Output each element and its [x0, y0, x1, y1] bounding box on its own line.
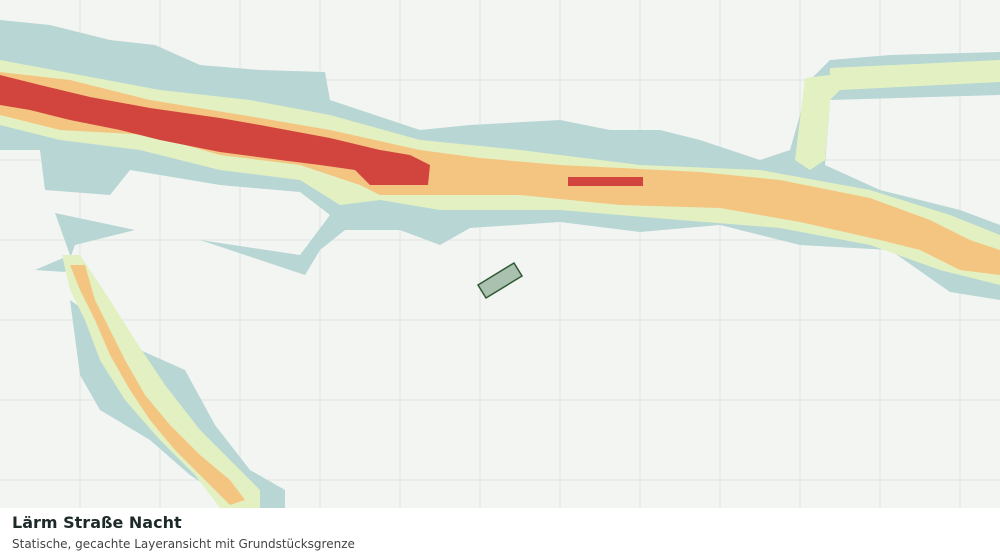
noise-high	[0, 75, 643, 186]
noise-mid	[0, 72, 1000, 505]
caption: Lärm Straße Nacht Statische, gecachte La…	[0, 508, 1000, 560]
map-title: Lärm Straße Nacht	[12, 513, 182, 532]
map-subtitle: Statische, gecachte Layeransicht mit Gru…	[12, 537, 355, 551]
parcel-boundary	[476, 261, 524, 300]
map	[0, 0, 1000, 508]
